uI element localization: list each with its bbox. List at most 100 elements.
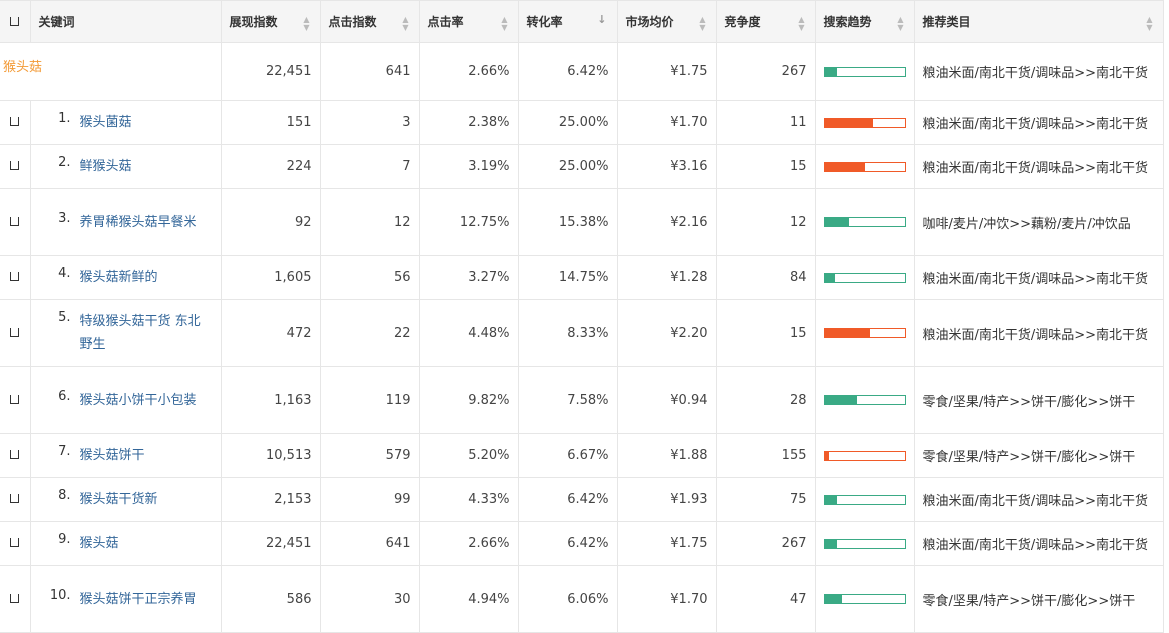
cvr-cell: 8.33% <box>518 299 618 367</box>
row-index: 7. <box>58 444 71 459</box>
cvr-cell: 15.38% <box>518 188 618 256</box>
row-checkbox[interactable] <box>0 100 31 145</box>
header-competition[interactable]: 竞争度 ▲ ▼ <box>716 0 816 43</box>
category-cell: 粮油米面/南北干货/调味品>>南北干货 <box>914 144 1164 189</box>
sort-icon[interactable]: ▲ ▼ <box>699 15 706 32</box>
trend-cell <box>815 477 915 522</box>
row-checkbox[interactable] <box>0 565 31 633</box>
header-impressions-label: 展现指数 <box>229 15 278 29</box>
trend-bar <box>823 328 906 338</box>
impressions-cell: 10,513 <box>221 433 321 478</box>
row-checkbox[interactable] <box>0 521 31 566</box>
trend-bar <box>823 538 906 549</box>
trend-bar <box>823 217 906 227</box>
clicks-cell: 7 <box>320 144 420 189</box>
table-row: 1. 猴头菌菇 151 3 2.38% 25.00% ¥1.70 11 粮油米面/南北干货/调味… <box>0 100 1164 145</box>
trend-bar <box>823 494 906 505</box>
row-index: 3. <box>58 210 71 226</box>
header-keyword-label: 关键词 <box>38 15 75 29</box>
header-impressions[interactable]: 展现指数 ▲ ▼ <box>221 0 321 43</box>
keyword-link[interactable]: 猴头菇 <box>79 536 119 551</box>
keyword-link[interactable]: 猴头菇新鲜的 <box>79 270 158 285</box>
sort-icon[interactable]: ▲ ▼ <box>897 15 904 32</box>
competition-cell: 155 <box>716 433 816 478</box>
row-index: 1. <box>58 111 71 126</box>
keyword-cell: 8. 猴头菇干货新 <box>30 477 222 522</box>
keyword-cell: 6. 猴头菇小饼干小包装 <box>30 366 222 434</box>
header-trend[interactable]: 搜索趋势 ▲ ▼ <box>815 0 915 43</box>
trend-cell <box>815 100 915 145</box>
select-all-checkbox[interactable] <box>0 0 31 43</box>
keyword-link[interactable]: 猴头菇饼干正宗养胃 <box>79 591 197 607</box>
category-cell: 粮油米面/南北干货/调味品>>南北干货 <box>914 521 1164 566</box>
header-price-label: 市场均价 <box>625 15 674 29</box>
table-row: 9. 猴头菇 22,451 641 2.66% 6.42% ¥1.75 267 粮油米面/南北干… <box>0 521 1164 566</box>
cvr-cell: 14.75% <box>518 255 618 300</box>
cvr-cell: 7.58% <box>518 366 618 434</box>
category-cell: 零食/坚果/特产>>饼干/膨化>>饼干 <box>914 565 1164 633</box>
keyword-cell: 3. 养胃稀猴头菇早餐米 <box>30 188 222 256</box>
row-index: 8. <box>58 488 71 503</box>
sort-icon[interactable]: ▲ ▼ <box>303 15 310 32</box>
keyword-link[interactable]: 猴头菇饼干 <box>79 448 145 463</box>
trend-bar <box>823 161 906 172</box>
row-checkbox[interactable] <box>0 144 31 189</box>
ctr-cell: 4.94% <box>419 565 519 633</box>
clicks-cell: 56 <box>320 255 420 300</box>
keyword-link[interactable]: 鲜猴头菇 <box>79 159 132 174</box>
trend-bar <box>823 66 906 77</box>
keyword-cell: 4. 猴头菇新鲜的 <box>30 255 222 300</box>
sort-icon[interactable]: ▲ ▼ <box>1146 15 1153 32</box>
impressions-cell: 2,153 <box>221 477 321 522</box>
competition-cell: 15 <box>716 144 816 189</box>
keyword-link[interactable]: 猴头菇干货新 <box>79 492 158 507</box>
keyword-link[interactable]: 猴头菇小饼干小包装 <box>79 392 197 408</box>
table-row: 5. 特级猴头菇干货 东北野生 472 22 4.48% 8.33% ¥2.20 15 粮油米面… <box>0 299 1164 367</box>
table-row: 7. 猴头菇饼干 10,513 579 5.20% 6.67% ¥1.88 155 零食/坚果/… <box>0 433 1164 478</box>
competition-cell: 28 <box>716 366 816 434</box>
cvr-cell: 6.42% <box>518 42 618 101</box>
header-clicks[interactable]: 点击指数 ▲ ▼ <box>320 0 420 43</box>
keyword-link[interactable]: 养胃稀猴头菇早餐米 <box>79 214 197 230</box>
sort-icon[interactable]: ▲ ▼ <box>501 15 508 32</box>
header-category[interactable]: 推荐类目 ▲ ▼ <box>914 0 1164 43</box>
row-checkbox[interactable] <box>0 299 31 367</box>
trend-bar-fill <box>824 329 871 337</box>
checkbox-icon <box>10 394 20 404</box>
trend-cell <box>815 255 915 300</box>
price-cell: ¥2.20 <box>617 299 717 367</box>
row-checkbox[interactable] <box>0 188 31 256</box>
price-cell: ¥1.75 <box>617 521 717 566</box>
checkbox-icon <box>10 117 20 126</box>
sort-icon[interactable]: ▲ ▼ <box>402 15 409 32</box>
trend-bar-fill <box>824 162 865 171</box>
ctr-cell: 2.38% <box>419 100 519 145</box>
clicks-cell: 22 <box>320 299 420 367</box>
trend-bar <box>823 395 906 405</box>
row-checkbox[interactable] <box>0 255 31 300</box>
trend-cell <box>815 521 915 566</box>
competition-cell: 12 <box>716 188 816 256</box>
trend-cell <box>815 565 915 633</box>
trend-bar-fill <box>824 396 857 404</box>
row-checkbox[interactable] <box>0 366 31 434</box>
keyword-link[interactable]: 猴头菌菇 <box>79 115 132 130</box>
category-cell: 粮油米面/南北干货/调味品>>南北干货 <box>914 100 1164 145</box>
row-checkbox[interactable] <box>0 477 31 522</box>
sort-desc-icon[interactable]: ↓ <box>597 13 607 26</box>
header-price[interactable]: 市场均价 ▲ ▼ <box>617 0 717 43</box>
header-cvr[interactable]: 转化率 ↓ <box>518 0 618 43</box>
row-index: 5. <box>58 310 71 325</box>
table-row: 2. 鲜猴头菇 224 7 3.19% 25.00% ¥3.16 15 粮油米面/南北干货/调味… <box>0 144 1164 189</box>
header-ctr[interactable]: 点击率 ▲ ▼ <box>419 0 519 43</box>
impressions-cell: 22,451 <box>221 521 321 566</box>
row-checkbox[interactable] <box>0 433 31 478</box>
keyword-link[interactable]: 特级猴头菇干货 东北野生 <box>79 314 201 352</box>
table-row: 10. 猴头菇饼干正宗养胃 586 30 4.94% 6.06% ¥1.70 47 零食/坚果/… <box>0 565 1164 633</box>
ctr-cell: 12.75% <box>419 188 519 256</box>
parent-keyword[interactable]: 猴头菇 <box>3 60 43 75</box>
header-trend-label: 搜索趋势 <box>823 15 872 29</box>
keyword-cell: 9. 猴头菇 <box>30 521 222 566</box>
row-index: 6. <box>58 388 71 404</box>
sort-icon[interactable]: ▲ ▼ <box>798 15 805 32</box>
